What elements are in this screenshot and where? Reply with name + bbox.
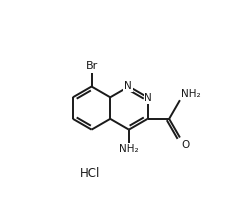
Text: N: N	[124, 81, 132, 91]
Text: N: N	[145, 93, 152, 103]
Text: O: O	[181, 140, 190, 150]
Text: NH₂: NH₂	[119, 144, 139, 154]
Text: NH₂: NH₂	[181, 89, 201, 100]
Text: HCl: HCl	[80, 167, 100, 180]
Text: Br: Br	[86, 61, 98, 71]
